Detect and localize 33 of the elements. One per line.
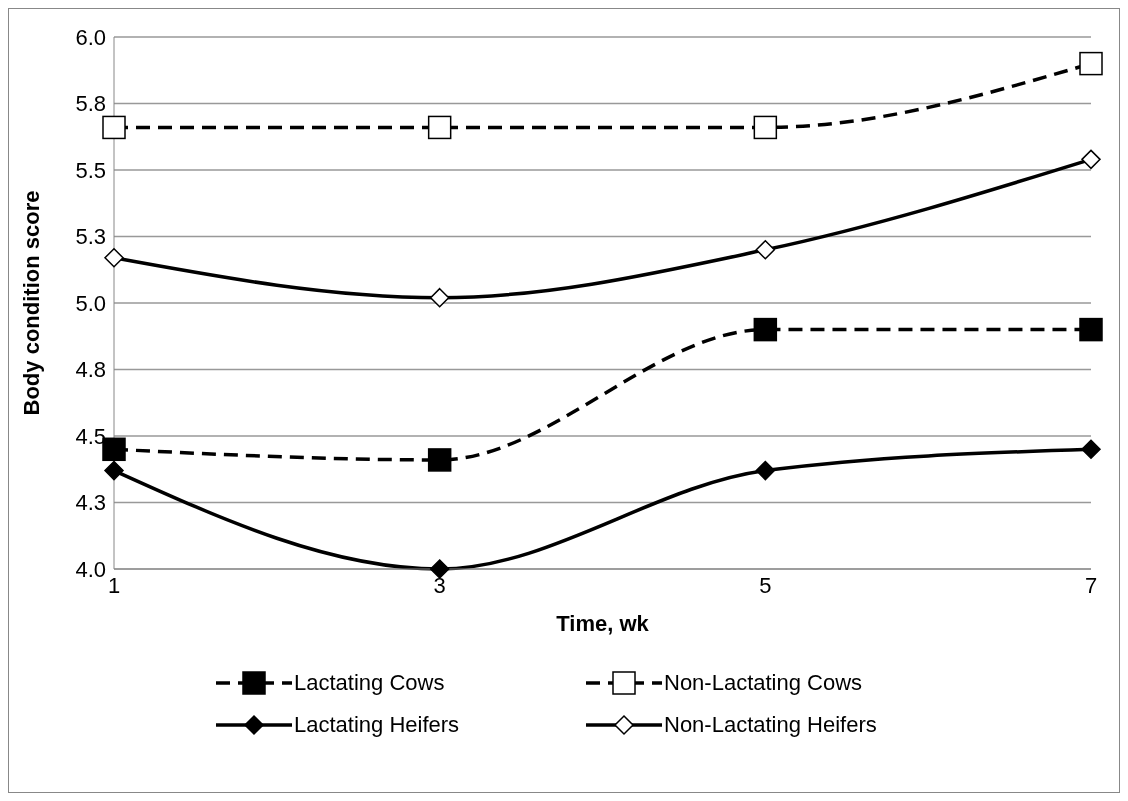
point xyxy=(1079,317,1103,342)
y-tick-label: 4.3 xyxy=(75,490,106,516)
legend-label: Non-Lactating Heifers xyxy=(664,712,877,738)
x-tick-label: 1 xyxy=(107,572,121,598)
y-axis-title: Body condition score xyxy=(18,190,44,416)
point xyxy=(753,317,778,342)
point xyxy=(755,240,776,260)
y-tick-label: 5.3 xyxy=(75,224,106,250)
point xyxy=(427,448,452,472)
point xyxy=(102,115,126,140)
legend-label: Lactating Cows xyxy=(294,670,445,696)
point xyxy=(1081,439,1101,460)
point xyxy=(755,460,776,481)
point xyxy=(1079,51,1103,76)
legend-label: Lactating Heifers xyxy=(294,712,460,738)
legend-label: Non-Lactating Cows xyxy=(664,670,863,696)
point xyxy=(429,559,450,579)
x-axis-title: Time, wk xyxy=(556,611,650,636)
y-tick-label: 4.0 xyxy=(75,556,106,582)
point xyxy=(1081,149,1101,170)
y-tick-label: 4.8 xyxy=(75,357,106,383)
x-tick-label: 7 xyxy=(1084,572,1098,598)
point xyxy=(753,115,778,140)
y-tick-label: 6.0 xyxy=(75,24,106,50)
x-tick-label: 5 xyxy=(759,572,772,598)
point xyxy=(429,287,450,308)
y-tick-label: 5.5 xyxy=(75,157,106,183)
y-tick-label: 5.0 xyxy=(75,290,106,316)
point xyxy=(104,248,124,268)
y-tick-label: 5.8 xyxy=(75,91,106,117)
x-tick-label: 3 xyxy=(433,572,446,598)
point xyxy=(104,460,124,481)
point xyxy=(427,115,452,140)
